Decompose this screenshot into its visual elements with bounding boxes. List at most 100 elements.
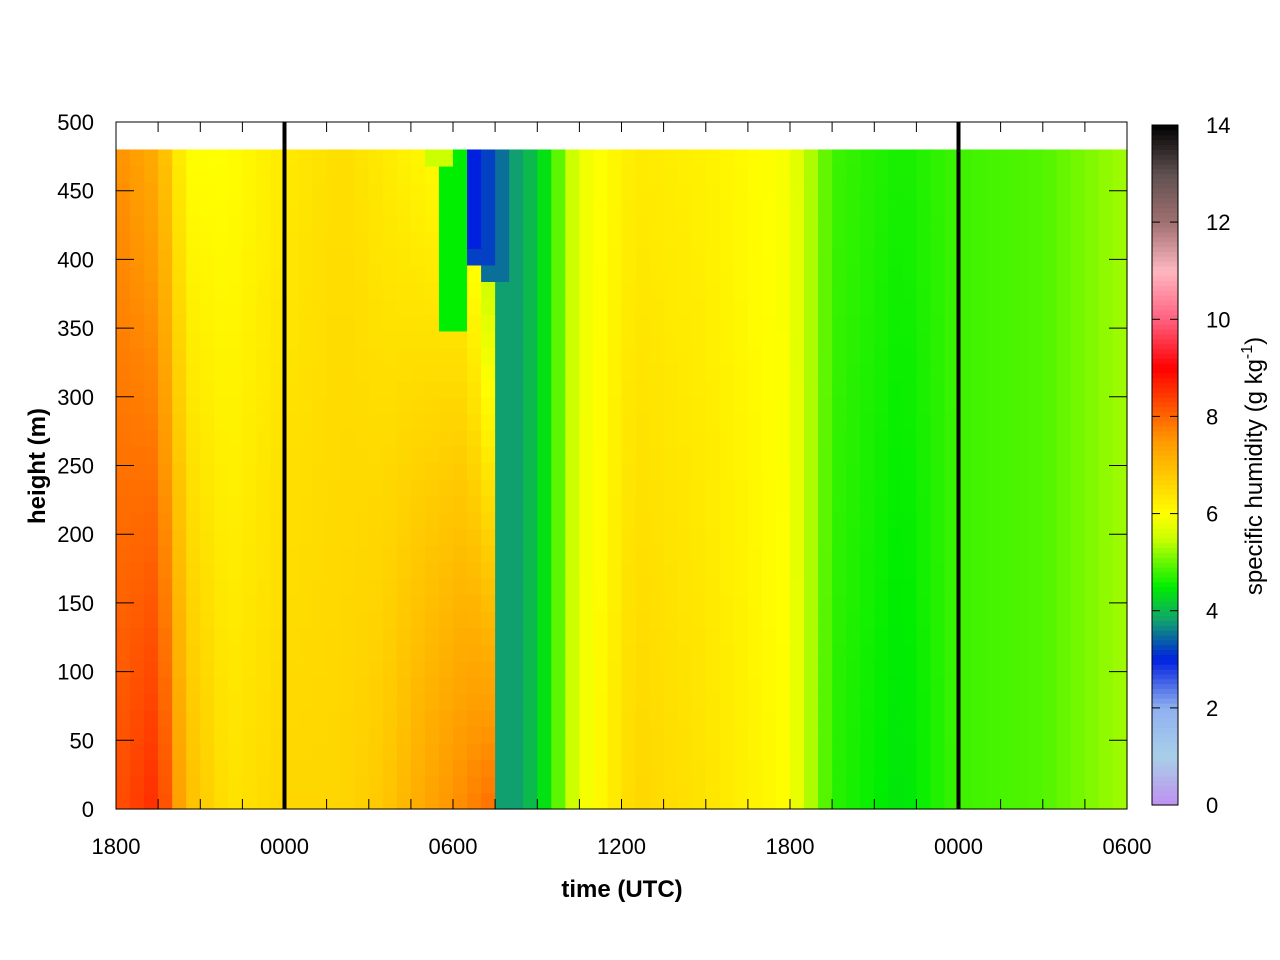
heatmap-cell: [116, 759, 131, 777]
heatmap-cell: [326, 413, 342, 431]
heatmap-cell: [481, 248, 496, 266]
heatmap-cell: [1014, 545, 1030, 563]
heatmap-cell: [860, 149, 875, 167]
heatmap-cell: [944, 380, 960, 398]
heatmap-cell: [368, 710, 384, 728]
heatmap-cell: [916, 495, 932, 513]
heatmap-cell: [396, 182, 412, 200]
heatmap-cell: [256, 363, 272, 381]
heatmap-cell: [607, 512, 623, 530]
heatmap-cell: [509, 165, 524, 184]
heatmap-cell: [1098, 677, 1114, 695]
heatmap-cell: [424, 198, 440, 217]
heatmap-cell: [1028, 644, 1044, 662]
heatmap-cell: [1070, 611, 1086, 629]
heatmap-cell: [312, 726, 328, 744]
heatmap-cell: [902, 479, 917, 497]
heatmap-cell: [186, 380, 201, 398]
heatmap-cell: [1098, 314, 1114, 332]
heatmap-cell: [1070, 644, 1086, 662]
heatmap-cell: [663, 165, 679, 184]
heatmap-cell: [972, 314, 988, 332]
colorbar-segment: [1152, 275, 1178, 282]
heatmap-cell: [1000, 627, 1016, 645]
colorbar-segment: [1152, 134, 1178, 141]
colorbar: [1152, 125, 1178, 806]
colorbar-segment: [1152, 620, 1178, 626]
heatmap-cell: [1028, 677, 1044, 695]
heatmap-cell: [944, 693, 960, 711]
heatmap-cell: [888, 429, 903, 447]
heatmap-cell: [172, 182, 187, 200]
heatmap-cell: [790, 297, 805, 315]
heatmap-cell: [326, 165, 342, 184]
heatmap-cell: [1070, 198, 1086, 217]
colorbar-segment: [1152, 460, 1178, 466]
heatmap-cell: [523, 677, 538, 695]
heatmap-cell: [635, 413, 651, 431]
heatmap-cell: [1000, 165, 1016, 184]
heatmap-cell: [312, 231, 328, 250]
heatmap-cell: [579, 792, 595, 810]
heatmap-cell: [228, 248, 243, 266]
heatmap-cell: [635, 149, 651, 167]
heatmap-cell: [326, 330, 342, 348]
heatmap-cell: [509, 314, 524, 332]
heatmap-cell: [368, 396, 384, 414]
heatmap-cell: [874, 495, 889, 513]
heatmap-cell: [438, 479, 454, 497]
colorbar-segment: [1152, 431, 1178, 437]
heatmap-cell: [116, 578, 131, 596]
heatmap-cell: [1042, 495, 1058, 513]
heatmap-cell: [621, 330, 637, 348]
heatmap-cell: [874, 545, 889, 563]
heatmap-cell: [256, 710, 272, 728]
heatmap-cell: [256, 743, 272, 761]
heatmap-cell: [340, 264, 356, 282]
heatmap-cell: [621, 446, 637, 464]
heatmap-cell: [354, 215, 370, 233]
heatmap-cell: [270, 627, 286, 645]
heatmap-cell: [1056, 182, 1072, 200]
heatmap-cell: [214, 495, 229, 513]
heatmap-cell: [537, 396, 552, 414]
heatmap-cell: [1070, 561, 1086, 579]
heatmap-cell: [565, 677, 580, 695]
y-tick-label: 150: [57, 591, 94, 616]
heatmap-cell: [354, 792, 370, 810]
heatmap-cell: [804, 149, 819, 167]
heatmap-cell: [874, 462, 889, 480]
heatmap-cell: [930, 231, 946, 250]
heatmap-cell: [1014, 726, 1030, 744]
heatmap-cell: [818, 759, 833, 777]
heatmap-cell: [551, 495, 566, 513]
heatmap-cell: [284, 776, 300, 794]
heatmap-cell: [902, 528, 917, 546]
heatmap-cell: [200, 627, 215, 645]
heatmap-cell: [790, 528, 805, 546]
heatmap-cell: [1070, 429, 1086, 447]
heatmap-cell: [930, 215, 946, 233]
heatmap-cell: [214, 429, 229, 447]
heatmap-cell: [579, 545, 595, 563]
heatmap-cell: [130, 495, 145, 513]
heatmap-cell: [958, 264, 974, 282]
heatmap-cell: [677, 396, 693, 414]
heatmap-cell: [818, 561, 833, 579]
heatmap-cell: [761, 264, 777, 282]
heatmap-cell: [888, 215, 903, 233]
heatmap-cell: [593, 149, 609, 167]
heatmap-cell: [607, 429, 623, 447]
heatmap-cell: [818, 495, 833, 513]
heatmap-cell: [621, 363, 637, 381]
heatmap-cell: [649, 347, 665, 365]
heatmap-cell: [775, 759, 791, 777]
heatmap-cell: [804, 281, 819, 299]
heatmap-cell: [340, 660, 356, 678]
heatmap-cell: [116, 446, 131, 464]
heatmap-cell: [537, 347, 552, 365]
heatmap-cell: [930, 594, 946, 612]
heatmap-cell: [663, 776, 679, 794]
heatmap-cell: [382, 231, 398, 250]
heatmap-cell: [326, 248, 342, 266]
